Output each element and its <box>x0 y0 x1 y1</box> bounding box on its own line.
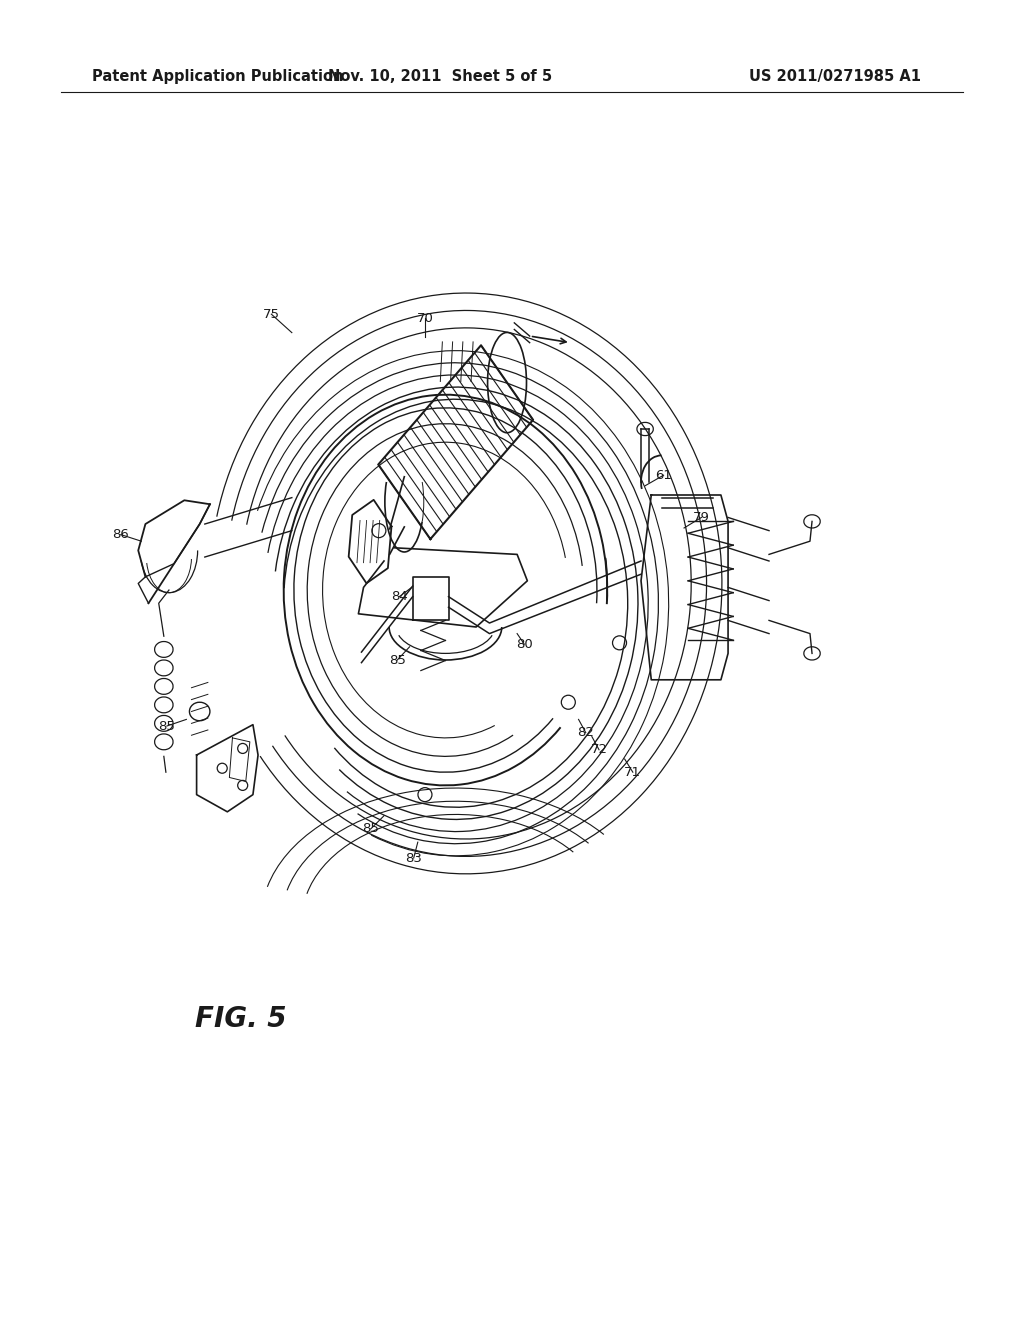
Text: 72: 72 <box>591 743 607 756</box>
Text: 86: 86 <box>113 528 129 541</box>
Text: 85: 85 <box>362 822 379 836</box>
Text: 82: 82 <box>578 726 594 739</box>
Text: 79: 79 <box>693 511 710 524</box>
Text: 84: 84 <box>391 590 408 603</box>
Text: 85: 85 <box>159 719 175 733</box>
Text: 61: 61 <box>655 469 672 482</box>
Text: Nov. 10, 2011  Sheet 5 of 5: Nov. 10, 2011 Sheet 5 of 5 <box>329 69 552 84</box>
Text: 75: 75 <box>263 308 280 321</box>
Text: 80: 80 <box>516 638 532 651</box>
Text: 83: 83 <box>406 851 422 865</box>
Text: 85: 85 <box>389 653 406 667</box>
Text: US 2011/0271985 A1: US 2011/0271985 A1 <box>749 69 921 84</box>
Text: 70: 70 <box>417 312 433 325</box>
Text: 71: 71 <box>625 766 641 779</box>
Text: Patent Application Publication: Patent Application Publication <box>92 69 344 84</box>
Text: FIG. 5: FIG. 5 <box>195 1005 286 1034</box>
